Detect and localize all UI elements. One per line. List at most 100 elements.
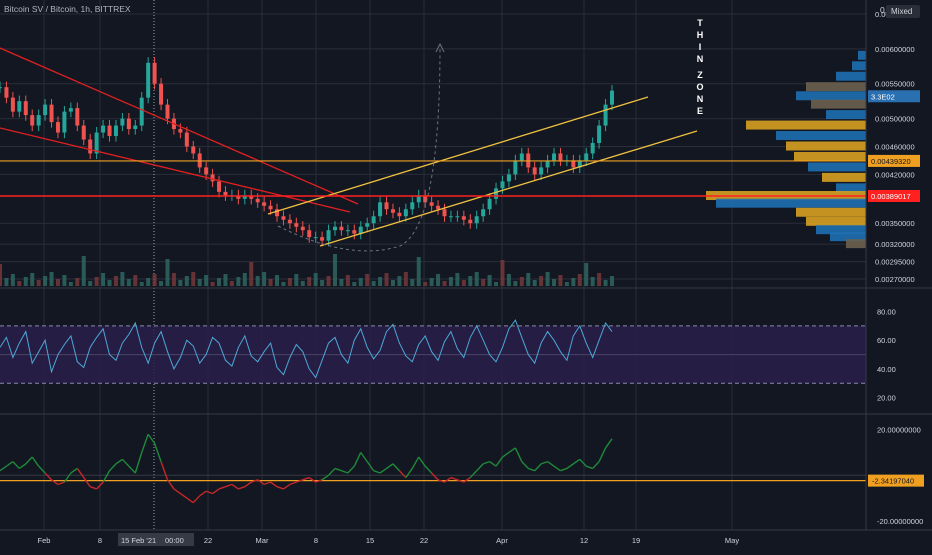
candle-body-24 (152, 62, 157, 84)
volume-bar-83 (532, 280, 537, 286)
candle-body-83 (532, 167, 537, 175)
level-badge-label-1[interactable]: 0.00389017 (871, 192, 911, 201)
price-tick-label-4[interactable]: 0.00460000 (875, 142, 915, 151)
volume-bar-64 (410, 279, 415, 286)
price-tick-label-9[interactable]: 0.00270000 (875, 275, 915, 284)
osc-segment-49 (308, 476, 317, 483)
volume-bar-75 (481, 279, 486, 286)
projection-curve[interactable] (277, 45, 441, 252)
scale-mode-badge[interactable] (886, 5, 920, 18)
volume-bar-22 (139, 282, 144, 286)
candle-body-90 (577, 160, 582, 168)
osc-segment-54 (341, 470, 349, 474)
candle-body-20 (126, 118, 131, 130)
volume-bar-12 (75, 278, 80, 286)
crosshair-time-badge[interactable] (118, 533, 194, 546)
price-tick-label-7[interactable]: 0.00320000 (875, 240, 915, 249)
time-tick-label-11[interactable]: 19 (632, 536, 640, 545)
osc-segment-55 (347, 465, 355, 474)
price-tick-label-2[interactable]: 0.00550000 (875, 80, 915, 89)
time-tick-label-1[interactable]: 8 (98, 536, 102, 545)
volume-profile-row-9 (786, 141, 866, 151)
osc-level-badge-label[interactable]: -2.34197040 (872, 477, 914, 486)
osc-segment-62 (392, 463, 400, 472)
candle-body-61 (390, 209, 395, 213)
time-tick-label-7[interactable]: 15 (366, 536, 374, 545)
osc-segment-35 (218, 486, 226, 490)
level-badge-2[interactable] (868, 90, 920, 103)
candle-body-39 (249, 195, 254, 199)
time-tick-label-5[interactable]: Mar (256, 536, 269, 545)
trendline-lower[interactable] (0, 127, 351, 213)
volume-bar-63 (403, 272, 408, 286)
candle-body-76 (487, 198, 492, 210)
time-tick-label-4[interactable]: 22 (204, 536, 212, 545)
volume-bars (0, 254, 614, 286)
time-tick-label-12[interactable]: May (725, 536, 739, 545)
osc-segment-4 (18, 463, 27, 470)
time-tick-label-2[interactable]: 15 Feb '21 (121, 536, 156, 545)
volume-profile (706, 50, 866, 249)
volume-bar-74 (474, 272, 479, 286)
candle-body-59 (378, 202, 383, 217)
volume-bar-30 (191, 272, 196, 286)
osc-segment-95 (604, 438, 613, 449)
channel-upper[interactable] (267, 96, 649, 215)
osc-tick-label-1[interactable]: -20.00000000 (877, 517, 923, 526)
time-tick-label-8[interactable]: 22 (420, 536, 428, 545)
volume-bar-89 (571, 278, 576, 286)
level-badge-1[interactable] (868, 190, 920, 203)
price-tick-label-3[interactable]: 0.00500000 (875, 115, 915, 124)
time-tick-label-3[interactable]: 00:00 (165, 536, 184, 545)
price-tick-label-1[interactable]: 0.00600000 (875, 45, 915, 54)
time-tick-label-0[interactable]: Feb (38, 536, 51, 545)
osc-segment-80 (508, 447, 516, 454)
osc-segment-64 (405, 468, 413, 478)
osc-level-badge[interactable] (868, 474, 924, 487)
candle-body-11 (68, 108, 73, 112)
price-tick-label-6[interactable]: 0.00350000 (875, 219, 915, 228)
candle-body-70 (448, 216, 453, 218)
osc-segment-78 (495, 456, 504, 467)
level-badge-label-0[interactable]: 0.00439320 (871, 157, 911, 166)
candle-body-78 (500, 181, 505, 189)
candle-body-16 (101, 125, 106, 133)
volume-bar-28 (178, 280, 183, 286)
price-tick-label-8[interactable]: 0.00295000 (875, 258, 915, 267)
time-tick-label-10[interactable]: 12 (580, 536, 588, 545)
symbol-title: Bitcoin SV / Bitcoin, 1h, BITTREX (4, 4, 131, 14)
rsi-tick-label-2[interactable]: 40.00 (877, 365, 896, 374)
drawings-layer[interactable] (0, 42, 866, 252)
trendline-upper[interactable] (0, 47, 359, 205)
price-axis[interactable]: 0.006500000.006000000.005500000.00500000… (868, 10, 924, 526)
volume-bar-29 (184, 276, 189, 286)
price-tick-label-5[interactable]: 0.00420000 (875, 170, 915, 179)
osc-segment-17 (102, 470, 111, 483)
volume-profile-row-16 (796, 207, 866, 217)
projection-arrow[interactable] (435, 42, 445, 53)
osc-segment-87 (553, 465, 561, 472)
level-badge-label-2[interactable]: 3.3E02 (871, 92, 895, 101)
volume-bar-8 (49, 272, 54, 286)
channel-lower[interactable] (319, 130, 698, 247)
candle-body-62 (397, 212, 402, 217)
volume-bar-94 (603, 280, 608, 286)
osc-tick-label-0[interactable]: 20.00000000 (877, 426, 921, 435)
osc-segment-22 (134, 452, 143, 474)
volume-bar-5 (30, 273, 35, 286)
volume-profile-row-5 (811, 99, 866, 109)
volume-bar-0 (0, 264, 2, 286)
time-tick-label-9[interactable]: Apr (496, 536, 508, 545)
osc-segment-89 (566, 463, 574, 470)
scale-mode-label[interactable]: Mixed (891, 7, 912, 16)
rsi-tick-label-1[interactable]: 60.00 (877, 336, 896, 345)
time-axis[interactable]: Feb 8 15 Feb '21 00:00 22 Mar 8 15 22 Apr 12 19 May (0, 529, 932, 546)
level-badge-0[interactable] (868, 154, 920, 167)
candle-body-1 (4, 87, 9, 98)
annotation-thin-letter-0: T (697, 18, 703, 28)
rsi-tick-label-3[interactable]: 20.00 (877, 394, 896, 403)
time-tick-label-6[interactable]: 8 (314, 536, 318, 545)
rsi-tick-label-0[interactable]: 80.00 (877, 308, 896, 317)
